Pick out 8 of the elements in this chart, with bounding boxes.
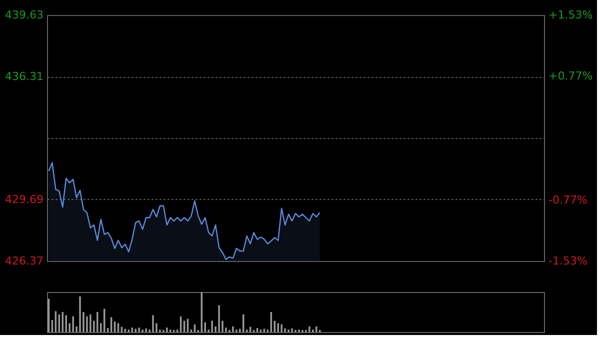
y2-tick-label: -1.53%: [548, 254, 588, 268]
y-tick-label: 436.31: [5, 70, 44, 84]
y-tick-label: 439.63: [5, 8, 44, 22]
y2-tick-label: +1.53%: [548, 8, 593, 22]
y2-tick-label: -0.77%: [548, 193, 588, 206]
y-tick-label: 426.37: [5, 254, 44, 268]
y-tick-label: 429.69: [5, 192, 44, 206]
y2-tick-label: +0.77%: [548, 70, 593, 83]
